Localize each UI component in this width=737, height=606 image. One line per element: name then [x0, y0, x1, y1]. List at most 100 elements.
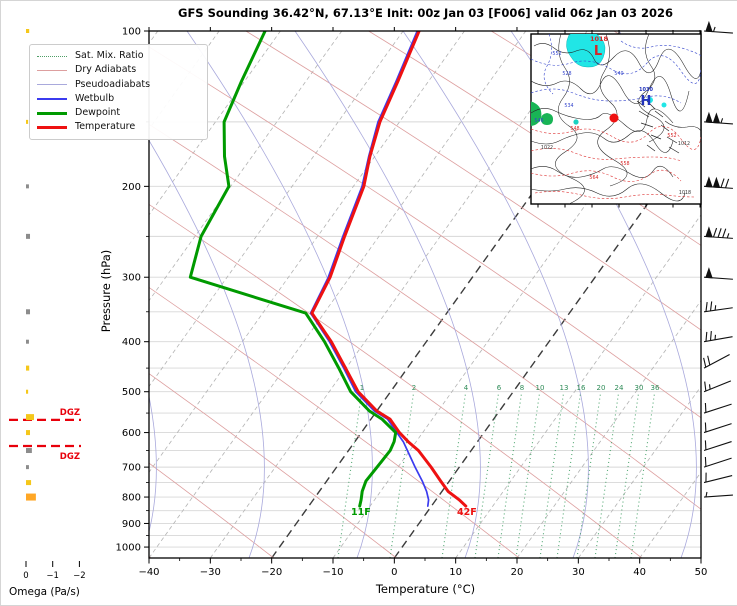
x-tick-label: −40	[138, 567, 159, 578]
x-axis-label: Temperature (°C)	[113, 582, 737, 596]
map-label: 1012	[678, 141, 690, 147]
map-label: 558	[620, 161, 629, 167]
cold-shading-spot	[573, 119, 578, 124]
omega-bar	[26, 120, 28, 124]
wind-barb	[704, 381, 731, 392]
dgz-layer: DGZ DGZ	[9, 408, 81, 462]
legend-item: Pseudoadiabats	[37, 78, 201, 92]
omega-tick-label: −1	[46, 571, 59, 581]
omega-bar	[26, 448, 32, 453]
x-tick-label: −30	[200, 567, 221, 578]
omega-bar	[26, 309, 30, 314]
dewpoint-curve	[190, 31, 395, 506]
wind-barb	[704, 492, 733, 497]
y-tick-label: 900	[122, 519, 141, 530]
wind-barb	[704, 422, 732, 432]
mixing-ratio-label: 13	[560, 384, 569, 392]
map-label: H	[641, 94, 652, 109]
legend-swatch	[37, 70, 67, 71]
mixing-ratio-label: 8	[520, 384, 524, 392]
omega-bar	[26, 390, 28, 394]
y-tick-label: 400	[122, 337, 141, 348]
wind-barb	[704, 178, 733, 188]
temperature-curve	[312, 31, 466, 506]
legend-swatch	[37, 112, 67, 115]
legend-item: Temperature	[37, 120, 201, 134]
omega-bar	[26, 480, 31, 485]
mixing-ratio-line	[540, 394, 563, 558]
legend-label: Dewpoint	[75, 106, 120, 120]
map-label: L	[594, 44, 602, 59]
dgz-label: DGZ	[60, 452, 80, 462]
omega-axis: 0−1−2	[23, 561, 85, 581]
wind-barb	[704, 301, 733, 311]
x-tick-label: 10	[449, 567, 462, 578]
mixing-ratio-line	[557, 394, 580, 558]
y-tick-label: 100	[122, 27, 141, 38]
wind-barb	[704, 354, 730, 368]
legend-swatch	[37, 98, 67, 100]
legend-swatch	[37, 56, 67, 57]
y-tick-label: 600	[122, 428, 141, 439]
omega-bar	[26, 29, 29, 33]
mixing-ratio-line	[442, 394, 465, 558]
mixing-ratio-line	[390, 394, 413, 558]
mixing-ratio-line	[498, 394, 521, 558]
wind-barb	[704, 23, 733, 33]
surface-temperature-label: 42F	[457, 507, 477, 518]
dgz-label: DGZ	[60, 408, 80, 418]
mixing-ratio-label: 36	[651, 384, 660, 392]
mixing-ratio-label: 16	[577, 384, 586, 392]
wind-barb	[704, 403, 732, 413]
wind-barb	[704, 331, 733, 342]
wind-barb	[704, 269, 733, 279]
omega-bar	[26, 234, 30, 239]
cold-shading-spot	[662, 103, 667, 108]
mixing-ratio-label: 10	[536, 384, 545, 392]
surface-dewpoint-label: 11F	[351, 507, 371, 518]
wind-barbs	[704, 23, 733, 497]
legend-label: Dry Adiabats	[75, 63, 136, 77]
omega-bar	[26, 414, 34, 420]
map-label: 564	[589, 175, 598, 181]
legend-swatch	[37, 126, 67, 129]
map-label: 1018	[590, 35, 609, 43]
y-tick-label: 700	[122, 463, 141, 474]
map-label: 546	[534, 118, 543, 124]
legend-item: Dewpoint	[37, 106, 201, 120]
y-tick-label: 1000	[116, 543, 141, 554]
legend-item: Sat. Mix. Ratio	[37, 49, 201, 63]
x-tick-label: 30	[572, 567, 585, 578]
surface-value-labels: 42F 11F	[351, 507, 477, 518]
y-tick-label: 800	[122, 493, 141, 504]
x-tick-label: −20	[261, 567, 282, 578]
station-marker	[610, 114, 619, 123]
omega-bar	[26, 366, 29, 371]
omega-tick-label: 0	[23, 571, 28, 581]
x-tick-label: 20	[511, 567, 524, 578]
omega-bar	[26, 494, 36, 501]
x-tick-label: 0	[391, 567, 397, 578]
map-label: 1030	[639, 87, 653, 93]
mixing-ratio-label: 20	[597, 384, 606, 392]
mixing-ratio-label: 24	[615, 384, 624, 392]
wind-barb	[704, 228, 733, 238]
map-label: 540	[614, 71, 623, 77]
y-axis-label: Pressure (hPa)	[99, 231, 113, 351]
mixing-ratio-label: 4	[464, 384, 469, 392]
legend-label: Sat. Mix. Ratio	[75, 49, 144, 63]
mixing-ratio-line	[516, 394, 539, 558]
wind-barb	[704, 440, 732, 450]
mixing-ratio-line	[595, 394, 618, 558]
mixing-ratio-line	[577, 394, 600, 558]
omega-axis-label: Omega (Pa/s)	[9, 586, 80, 598]
mixing-ratio-label: 2	[412, 384, 416, 392]
chart-title: GFS Sounding 36.42°N, 67.13°E Init: 00z …	[113, 6, 737, 20]
mixing-ratio-label: 30	[635, 384, 644, 392]
x-tick-label: −10	[322, 567, 343, 578]
